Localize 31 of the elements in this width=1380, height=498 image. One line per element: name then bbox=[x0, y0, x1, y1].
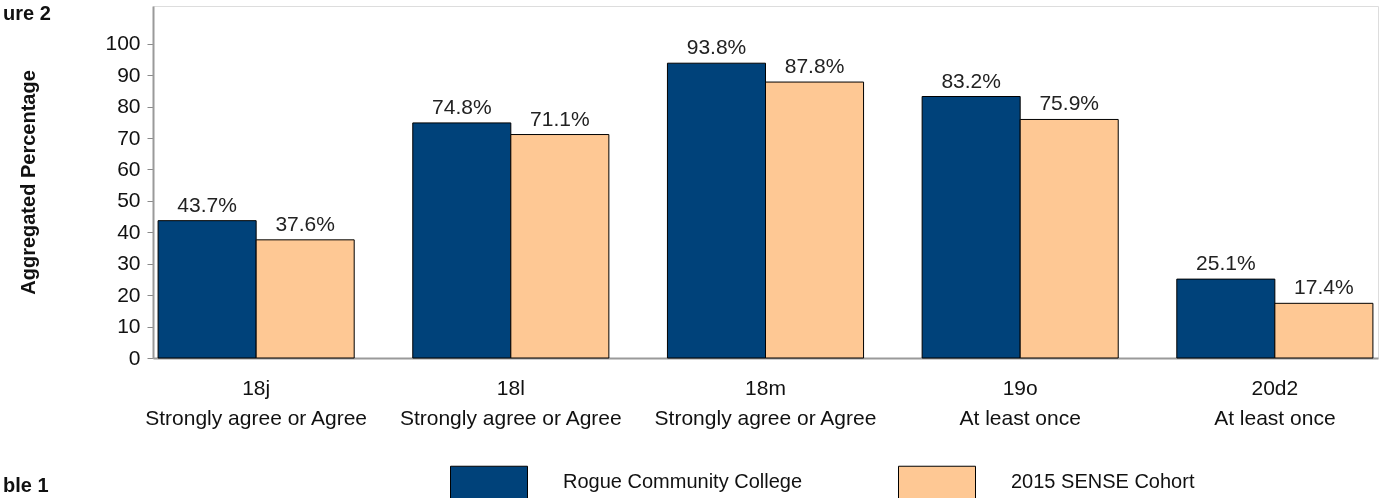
data-label: 83.2% bbox=[941, 68, 1001, 92]
data-label: 37.6% bbox=[275, 211, 335, 235]
x-tick-label: 19o At least once bbox=[959, 375, 1081, 429]
y-tick-label: 30 bbox=[117, 251, 141, 275]
y-tick-label: 20 bbox=[117, 282, 141, 306]
x-tick-label: 20d2 At least once bbox=[1214, 375, 1336, 429]
data-label: 17.4% bbox=[1294, 275, 1354, 299]
data-label: 93.8% bbox=[686, 35, 747, 59]
y-tick-label: 60 bbox=[117, 156, 141, 180]
text: ure 2 bbox=[3, 2, 51, 24]
text: ble 1 bbox=[3, 474, 49, 496]
x-tick-label: 18l Strongly agree or Agree bbox=[399, 375, 622, 429]
legend-label: Rogue Community College bbox=[563, 470, 803, 493]
x-tick-label: 18m Strongly agree or Agree bbox=[654, 375, 877, 429]
data-label: 43.7% bbox=[177, 192, 237, 216]
y-tick-label: 50 bbox=[117, 188, 141, 212]
data-label: 71.1% bbox=[530, 106, 590, 130]
data-label: 74.8% bbox=[432, 94, 492, 118]
y-tick-label: 10 bbox=[117, 314, 141, 338]
y-tick-label: 80 bbox=[117, 94, 141, 118]
y-tick-label: 70 bbox=[117, 125, 141, 149]
data-label: 75.9% bbox=[1039, 91, 1099, 115]
y-tick-label: 90 bbox=[117, 62, 141, 86]
data-label: 25.1% bbox=[1196, 251, 1256, 275]
data-label: 87.8% bbox=[784, 54, 845, 78]
y-tick-label: 100 bbox=[105, 31, 141, 55]
y-tick-label: 0 bbox=[128, 345, 141, 369]
y-tick-label: 40 bbox=[117, 219, 141, 243]
legend-label: 2015 SENSE Cohort bbox=[1011, 470, 1195, 493]
x-tick-label: 18j Strongly agree or Agree bbox=[145, 375, 368, 429]
y-axis-title: Aggregated Percentage bbox=[17, 70, 40, 295]
